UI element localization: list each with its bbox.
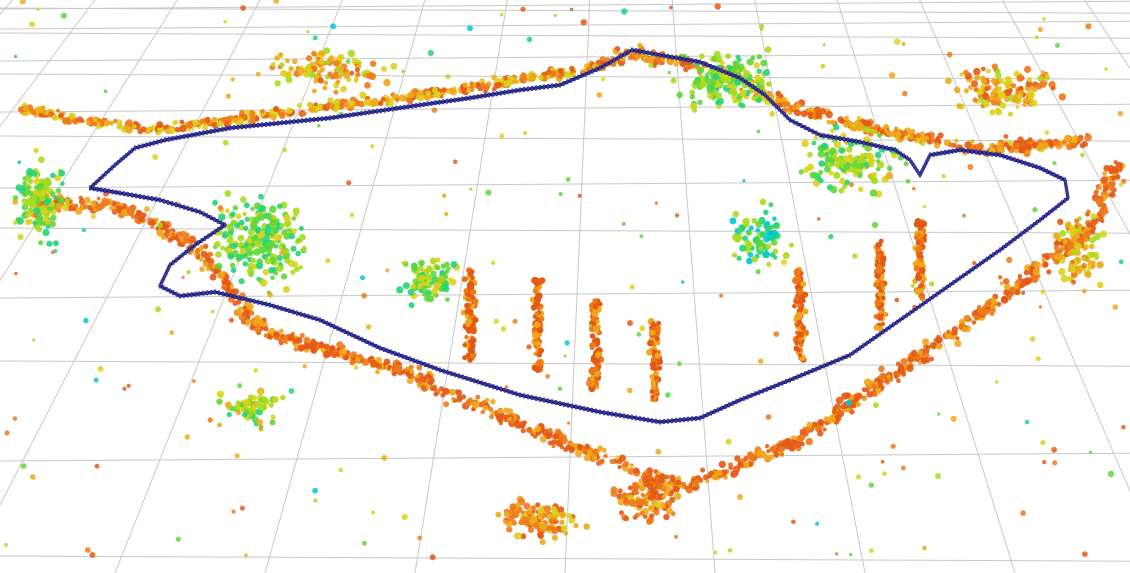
grid-line [754, 0, 866, 573]
grid-line [0, 179, 1130, 189]
grid-line [0, 555, 1130, 562]
grid-line [0, 0, 96, 128]
grid-line [0, 0, 178, 282]
grid-line [0, 0, 1130, 10]
grid-line [836, 0, 1016, 573]
grid-line [0, 0, 13, 16]
point-cloud [4, 0, 1127, 561]
grid-line [1001, 0, 1130, 236]
grid-line [1084, 0, 1130, 70]
grid-line [0, 103, 1130, 113]
grid-line [0, 32, 1130, 39]
grid-line [0, 52, 1130, 62]
trajectory-path [88, 47, 1070, 425]
grid-line [0, 452, 1130, 462]
grid-line [0, 0, 261, 507]
grid-line [0, 7, 1130, 14]
grid-line [0, 20, 1130, 30]
grid-line [0, 227, 1130, 234]
grid-line [0, 360, 1130, 367]
grid-line [564, 0, 591, 573]
grid-line [919, 0, 1130, 493]
